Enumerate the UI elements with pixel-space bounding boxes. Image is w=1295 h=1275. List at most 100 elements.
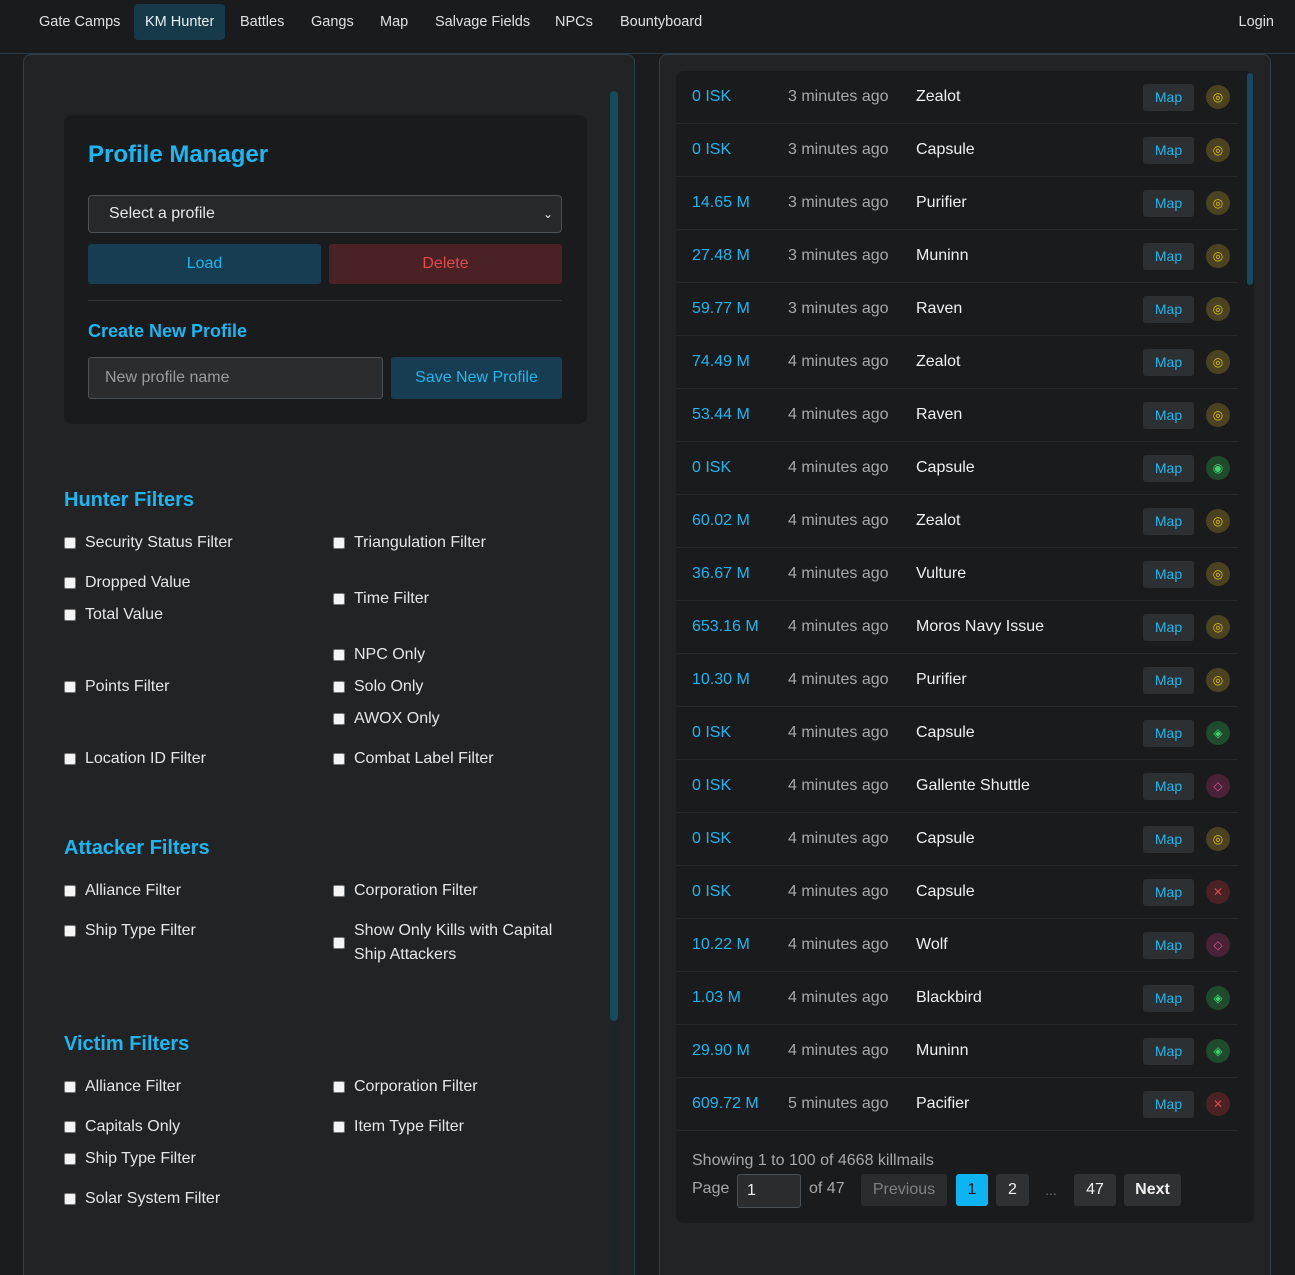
map-button[interactable]: Map	[1143, 826, 1194, 853]
yellow-target-icon[interactable]: ◎	[1206, 509, 1230, 533]
nav-salvage-fields[interactable]: Salvage Fields	[435, 14, 531, 30]
victim-shiptype-checkbox[interactable]: Ship Type Filter	[64, 1147, 196, 1171]
attacker-alliance-checkbox[interactable]: Alliance Filter	[64, 879, 181, 903]
killmail-ship[interactable]: Gallente Shuttle	[916, 777, 1030, 794]
checkbox-box[interactable]	[333, 537, 345, 549]
awox-only-checkbox[interactable]: AWOX Only	[333, 707, 440, 731]
map-button[interactable]: Map	[1143, 879, 1194, 906]
yellow-target-icon[interactable]: ◎	[1206, 827, 1230, 851]
checkbox-box[interactable]	[333, 1121, 345, 1133]
green-circle-icon[interactable]: ◉	[1206, 456, 1230, 480]
checkbox-box[interactable]	[333, 593, 345, 605]
attacker-shiptype-checkbox[interactable]: Ship Type Filter	[64, 919, 196, 943]
green-diamond-icon[interactable]: ◈	[1206, 1039, 1230, 1063]
killmail-row[interactable]: 53.44 M 4 minutes ago Raven Map ◎	[676, 389, 1238, 442]
killmail-ship[interactable]: Capsule	[916, 459, 975, 476]
killmail-ship[interactable]: Purifier	[916, 194, 967, 211]
killmail-ship[interactable]: Capsule	[916, 141, 975, 158]
nav-map[interactable]: Map	[380, 14, 409, 30]
killmail-row[interactable]: 10.22 M 4 minutes ago Wolf Map ◇	[676, 919, 1238, 972]
killmail-row[interactable]: 0 ISK 3 minutes ago Capsule Map ◎	[676, 124, 1238, 177]
capital-attackers-checkbox[interactable]: Show Only Kills with Capital Ship Attack…	[333, 919, 563, 967]
triangulation-checkbox[interactable]: Triangulation Filter	[333, 531, 486, 555]
combat-label-checkbox[interactable]: Combat Label Filter	[333, 747, 494, 771]
time-filter-checkbox[interactable]: Time Filter	[333, 587, 429, 611]
map-button[interactable]: Map	[1143, 932, 1194, 959]
killmail-row[interactable]: 27.48 M 3 minutes ago Muninn Map ◎	[676, 230, 1238, 283]
map-button[interactable]: Map	[1143, 985, 1194, 1012]
checkbox-box[interactable]	[333, 681, 345, 693]
login-link[interactable]: Login	[1238, 14, 1274, 30]
load-button[interactable]: Load	[88, 244, 321, 284]
killmail-row[interactable]: 0 ISK 3 minutes ago Zealot Map ◎	[676, 71, 1238, 124]
total-value-checkbox[interactable]: Total Value	[64, 603, 163, 627]
killmail-ship[interactable]: Capsule	[916, 883, 975, 900]
killmail-row[interactable]: 14.65 M 3 minutes ago Purifier Map ◎	[676, 177, 1238, 230]
page-2-button[interactable]: 2	[996, 1174, 1029, 1206]
map-button[interactable]: Map	[1143, 137, 1194, 164]
map-button[interactable]: Map	[1143, 402, 1194, 429]
killmail-row[interactable]: 36.67 M 4 minutes ago Vulture Map ◎	[676, 548, 1238, 601]
yellow-target-icon[interactable]: ◎	[1206, 615, 1230, 639]
killmail-row[interactable]: 653.16 M 4 minutes ago Moros Navy Issue Map…	[676, 601, 1238, 654]
checkbox-box[interactable]	[64, 885, 76, 897]
pink-diamond-icon[interactable]: ◇	[1206, 774, 1230, 798]
nav-bountyboard[interactable]: Bountyboard	[620, 14, 703, 30]
killmail-ship[interactable]: Zealot	[916, 512, 961, 529]
map-button[interactable]: Map	[1143, 349, 1194, 376]
solar-system-checkbox[interactable]: Solar System Filter	[64, 1187, 220, 1211]
attacker-corporation-checkbox[interactable]: Corporation Filter	[333, 879, 478, 903]
previous-button[interactable]: Previous	[861, 1174, 947, 1206]
yellow-target-icon[interactable]: ◎	[1206, 138, 1230, 162]
killmail-scrollbar-thumb[interactable]	[1247, 73, 1253, 285]
checkbox-box[interactable]	[64, 577, 76, 589]
killmail-ship[interactable]: Wolf	[916, 936, 948, 953]
page-number-input[interactable]: 1	[737, 1174, 801, 1208]
dropped-value-checkbox[interactable]: Dropped Value	[64, 571, 191, 595]
map-button[interactable]: Map	[1143, 1091, 1194, 1118]
killmail-ship[interactable]: Capsule	[916, 830, 975, 847]
map-button[interactable]: Map	[1143, 614, 1194, 641]
yellow-target-icon[interactable]: ◎	[1206, 191, 1230, 215]
capitals-only-checkbox[interactable]: Capitals Only	[64, 1115, 180, 1139]
killmail-ship[interactable]: Moros Navy Issue	[916, 618, 1045, 635]
yellow-target-icon[interactable]: ◎	[1206, 668, 1230, 692]
checkbox-box[interactable]	[64, 537, 76, 549]
killmail-row[interactable]: 0 ISK 4 minutes ago Gallente Shuttle Map ◇	[676, 760, 1238, 813]
new-profile-input[interactable]: New profile name	[88, 357, 383, 399]
checkbox-box[interactable]	[64, 753, 76, 765]
checkbox-box[interactable]	[333, 713, 345, 725]
checkbox-box[interactable]	[64, 925, 76, 937]
killmail-ship[interactable]: Pacifier	[916, 1095, 970, 1112]
yellow-target-icon[interactable]: ◎	[1206, 562, 1230, 586]
checkbox-box[interactable]	[333, 649, 345, 661]
killmail-ship[interactable]: Muninn	[916, 1042, 969, 1059]
map-button[interactable]: Map	[1143, 1038, 1194, 1065]
checkbox-box[interactable]	[64, 609, 76, 621]
page-1-button[interactable]: 1	[956, 1174, 988, 1206]
delete-button[interactable]: Delete	[329, 244, 562, 284]
killmail-row[interactable]: 29.90 M 4 minutes ago Muninn Map ◈	[676, 1025, 1238, 1078]
killmail-ship[interactable]: Zealot	[916, 353, 961, 370]
killmail-row[interactable]: 0 ISK 4 minutes ago Capsule Map ◈	[676, 707, 1238, 760]
security-status-checkbox[interactable]: Security Status Filter	[64, 531, 233, 555]
checkbox-box[interactable]	[333, 885, 345, 897]
map-button[interactable]: Map	[1143, 243, 1194, 270]
item-type-checkbox[interactable]: Item Type Filter	[333, 1115, 464, 1139]
yellow-target-icon[interactable]: ◎	[1206, 350, 1230, 374]
checkbox-box[interactable]	[333, 1081, 345, 1093]
green-diamond-icon[interactable]: ◈	[1206, 986, 1230, 1010]
killmail-row[interactable]: 60.02 M 4 minutes ago Zealot Map ◎	[676, 495, 1238, 548]
nav-npcs[interactable]: NPCs	[555, 14, 593, 30]
checkbox-box[interactable]	[64, 1121, 76, 1133]
killmail-ship[interactable]: Purifier	[916, 671, 967, 688]
killmail-row[interactable]: 0 ISK 4 minutes ago Capsule Map ◉	[676, 442, 1238, 495]
killmail-ship[interactable]: Vulture	[916, 565, 967, 582]
pink-diamond-icon[interactable]: ◇	[1206, 933, 1230, 957]
map-button[interactable]: Map	[1143, 190, 1194, 217]
checkbox-box[interactable]	[64, 1193, 76, 1205]
killmail-row[interactable]: 1.03 M 4 minutes ago Blackbird Map ◈	[676, 972, 1238, 1025]
yellow-target-icon[interactable]: ◎	[1206, 403, 1230, 427]
checkbox-box[interactable]	[333, 937, 345, 949]
points-filter-checkbox[interactable]: Points Filter	[64, 675, 169, 699]
